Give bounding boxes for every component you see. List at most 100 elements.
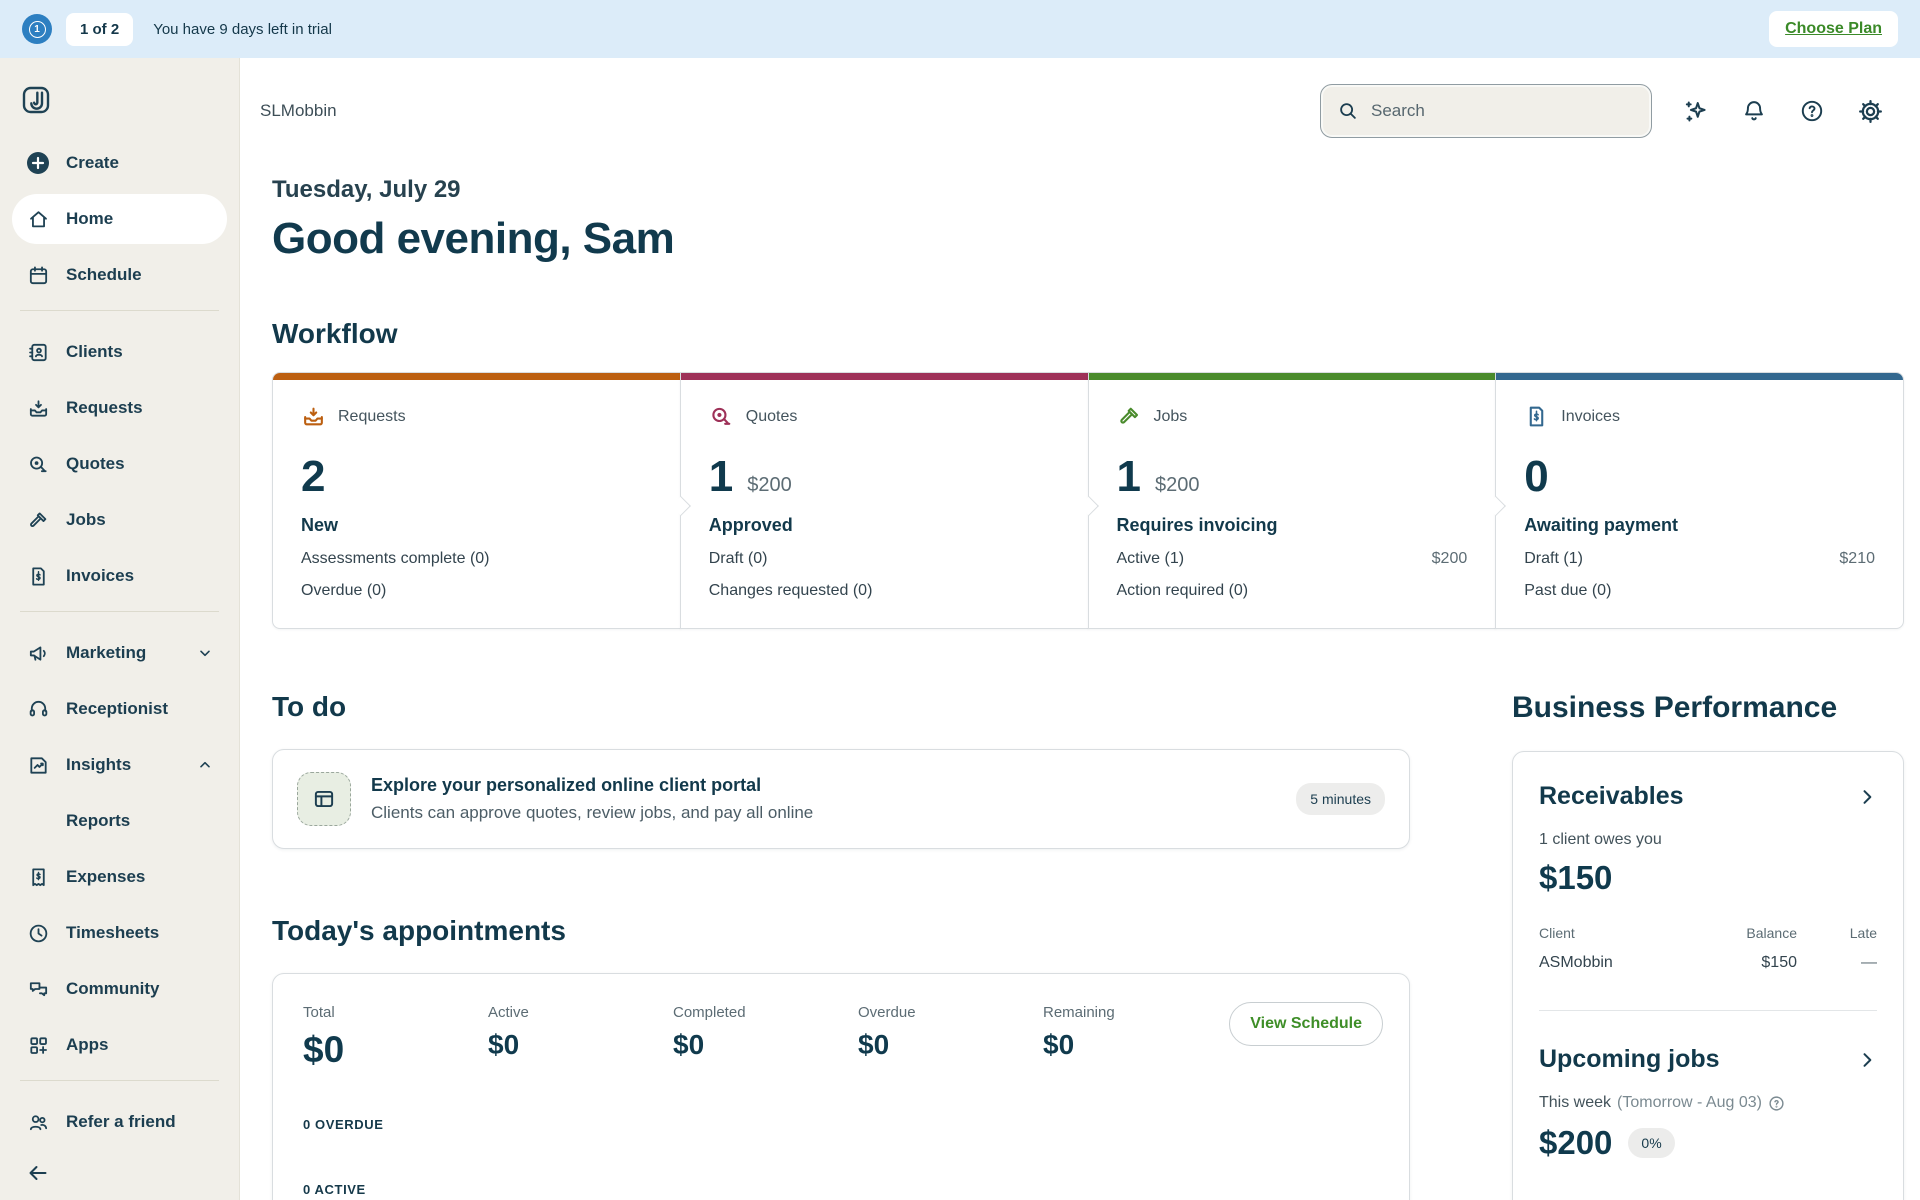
receivables-table: Client Balance Late ASMobbin $150 —	[1539, 925, 1877, 972]
stat-completed: Completed $0	[673, 1004, 746, 1060]
card-detail-row[interactable]: Changes requested (0)	[708, 582, 873, 599]
trial-message: You have 9 days left in trial	[153, 20, 332, 38]
stat-active: Active $0	[488, 1004, 529, 1060]
quotes-accent-bar	[680, 373, 1088, 380]
sidebar-item-label: Clients	[66, 342, 123, 361]
sidebar-divider	[20, 611, 219, 612]
sidebar-item-timesheets[interactable]: Timesheets	[12, 908, 227, 958]
upcoming-jobs-link[interactable]: Upcoming jobs	[1539, 1045, 1877, 1074]
card-label: Jobs	[1153, 407, 1188, 425]
plus-circle-icon	[26, 151, 50, 175]
sidebar-item-quotes[interactable]: Quotes	[12, 439, 227, 489]
home-icon	[26, 207, 50, 231]
card-detail-row[interactable]: Draft (1) $210	[1524, 550, 1875, 567]
sidebar-item-receptionist[interactable]: Receptionist	[12, 684, 227, 734]
sidebar-item-home[interactable]: Home	[12, 194, 227, 244]
sidebar-divider	[20, 310, 219, 311]
sidebar-item-insights[interactable]: Insights	[12, 740, 227, 790]
card-detail-row[interactable]: Assessments complete (0)	[301, 550, 490, 567]
sidebar-item-label: Apps	[66, 1035, 109, 1054]
app-logo-icon	[22, 86, 50, 114]
client-late: —	[1861, 954, 1877, 971]
upcoming-amount: $200	[1539, 1124, 1613, 1161]
trial-step-icon: 1	[22, 14, 52, 44]
card-detail-row[interactable]: Active (1) $200	[1116, 550, 1468, 567]
sidebar-item-clients[interactable]: Clients	[12, 327, 227, 377]
invoices-accent-bar	[1496, 373, 1903, 380]
receivables-amount: $150	[1539, 859, 1613, 896]
browser-window-icon	[297, 772, 351, 826]
collapse-sidebar-button[interactable]	[26, 1161, 50, 1185]
bell-icon[interactable]	[1741, 98, 1767, 124]
sidebar-item-jobs[interactable]: Jobs	[12, 495, 227, 545]
sidebar-item-create[interactable]: Create	[12, 138, 227, 188]
todo-card[interactable]: Explore your personalized online client …	[272, 749, 1410, 849]
quote-tag-icon	[26, 452, 50, 476]
chevron-down-icon	[197, 645, 213, 661]
headset-icon	[26, 697, 50, 721]
card-detail-row[interactable]: Action required (0)	[1116, 582, 1249, 599]
sidebar-item-refer-a-friend[interactable]: Refer a friend	[12, 1097, 227, 1146]
sidebar-item-invoices[interactable]: Invoices	[12, 551, 227, 601]
workflow-card-jobs[interactable]: Jobs 1 $200 Requires invoicing Active (1)…	[1087, 372, 1507, 629]
stat-total: Total $0	[303, 1004, 345, 1070]
sidebar-item-label: Timesheets	[66, 923, 160, 942]
arrow-left-icon	[29, 1166, 47, 1180]
clock-icon	[26, 921, 50, 945]
chart-doc-icon	[26, 753, 50, 777]
card-status: Awaiting payment	[1524, 515, 1678, 535]
card-status: Requires invoicing	[1116, 515, 1278, 535]
card-count: 1	[1116, 452, 1141, 501]
card-label: Invoices	[1561, 407, 1620, 425]
todo-subtitle: Clients can approve quotes, review jobs,…	[371, 803, 814, 822]
sidebar-item-community[interactable]: Community	[12, 964, 227, 1014]
sidebar-item-label: Invoices	[66, 566, 135, 585]
workflow-card-requests[interactable]: Requests 2 New Assessments complete (0) …	[272, 372, 691, 629]
app-logo[interactable]	[12, 58, 227, 138]
sidebar-item-label: Reports	[66, 811, 131, 830]
table-row[interactable]: ASMobbin $150 —	[1539, 954, 1877, 972]
card-status: New	[301, 515, 339, 535]
chevron-up-icon	[197, 757, 213, 773]
active-flag: 0 ACTIVE	[303, 1182, 366, 1197]
search-box[interactable]	[1320, 84, 1652, 138]
tooltip-help-icon[interactable]	[1768, 1095, 1785, 1112]
upcoming-period: This week	[1539, 1094, 1612, 1111]
sidebar-item-marketing[interactable]: Marketing	[12, 628, 227, 678]
card-detail-row[interactable]: Draft (0)	[708, 550, 768, 567]
sidebar-item-requests[interactable]: Requests	[12, 383, 227, 433]
sidebar-item-label: Receptionist	[66, 699, 169, 718]
chat-bubbles-icon	[26, 977, 50, 1001]
choose-plan-button[interactable]: Choose Plan	[1769, 11, 1898, 47]
workflow-card-invoices[interactable]: Invoices 0 Awaiting payment Draft (1) $21…	[1495, 372, 1904, 629]
refer-icon	[26, 1110, 50, 1134]
sidebar-item-expenses[interactable]: Expenses	[12, 852, 227, 902]
receivables-title: Receivables	[1539, 782, 1684, 810]
help-icon[interactable]	[1799, 98, 1825, 124]
view-schedule-button[interactable]: View Schedule	[1229, 1002, 1383, 1046]
sidebar-item-apps[interactable]: Apps	[12, 1020, 227, 1070]
appointments-heading: Today's appointments	[272, 915, 566, 946]
sidebar-item-reports[interactable]: Reports	[12, 796, 227, 846]
card-detail-row[interactable]: Past due (0)	[1524, 582, 1612, 599]
address-book-icon	[26, 340, 50, 364]
invoice-doc-icon	[1524, 404, 1549, 429]
sidebar-item-schedule[interactable]: Schedule	[12, 250, 227, 300]
business-performance-heading: Business Performance	[1512, 691, 1838, 724]
upcoming-jobs-title: Upcoming jobs	[1539, 1045, 1720, 1073]
quote-tag-icon	[709, 404, 734, 429]
sidebar-item-label: Insights	[66, 755, 132, 774]
sparkles-icon[interactable]	[1682, 98, 1709, 125]
receivables-link[interactable]: Receivables	[1539, 782, 1877, 811]
workflow-card-quotes[interactable]: Quotes 1 $200 Approved Draft (0) Changes …	[679, 372, 1099, 629]
card-detail-row[interactable]: Overdue (0)	[301, 582, 387, 599]
upcoming-percent-badge: 0%	[1628, 1128, 1675, 1158]
stat-overdue: Overdue $0	[858, 1004, 916, 1060]
sidebar-item-label: Home	[66, 209, 114, 228]
sidebar: Create Home Schedule Clients	[0, 58, 240, 1200]
search-input[interactable]	[1371, 101, 1637, 121]
receipt-icon	[26, 865, 50, 889]
sidebar-item-label: Refer a friend	[66, 1112, 176, 1131]
card-label: Quotes	[745, 407, 798, 425]
gear-icon[interactable]	[1857, 98, 1884, 125]
